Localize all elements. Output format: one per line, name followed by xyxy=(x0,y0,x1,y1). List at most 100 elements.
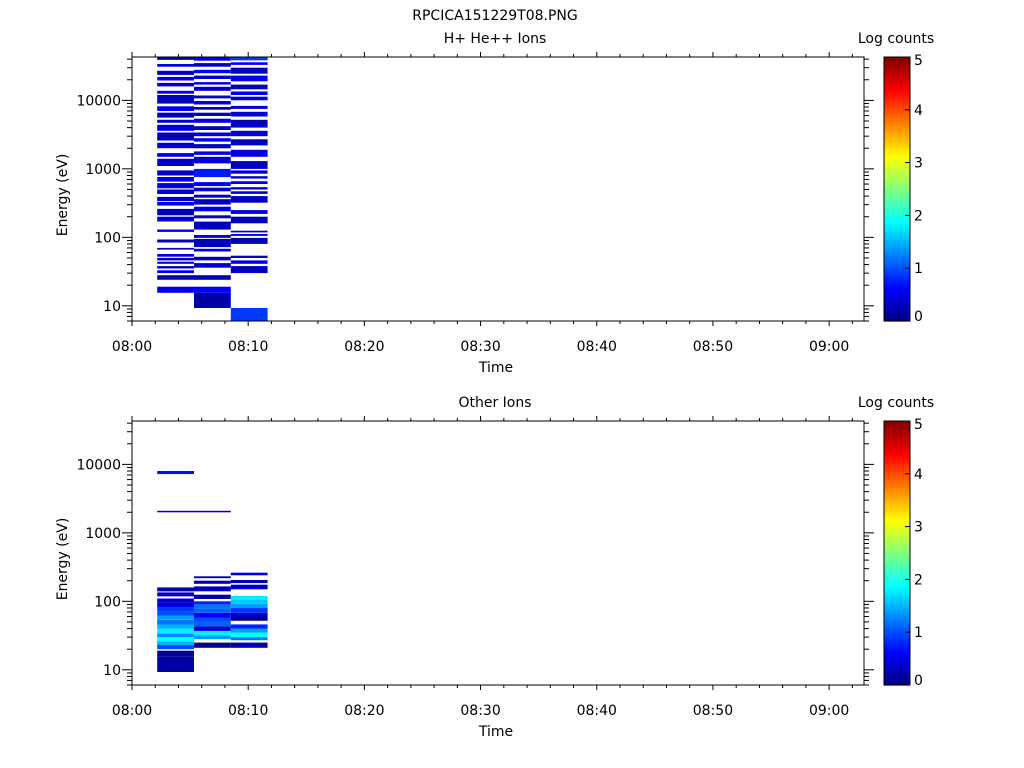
energy-bin xyxy=(157,637,194,642)
colorbar-segment xyxy=(884,181,910,185)
energy-bin xyxy=(157,650,194,657)
energy-bin xyxy=(157,592,194,597)
colorbar-segment xyxy=(884,423,910,427)
colorbar-segment xyxy=(884,59,910,63)
colorbar-segment xyxy=(884,494,910,499)
energy-bin xyxy=(194,112,231,116)
energy-bin xyxy=(194,63,231,67)
energy-bin xyxy=(157,598,194,603)
energy-bin xyxy=(194,576,231,579)
energy-bin xyxy=(157,587,194,592)
colorbar-segment xyxy=(884,241,910,246)
colorbar-segment xyxy=(884,225,910,230)
energy-bin xyxy=(194,256,231,261)
energy-bin xyxy=(230,216,268,224)
colorbar-segment xyxy=(884,603,910,607)
colorbar-segment xyxy=(884,199,910,203)
energy-bin xyxy=(194,630,231,636)
energy-bin xyxy=(194,107,231,110)
colorbar-segment xyxy=(884,436,910,441)
energy-bin xyxy=(157,201,194,206)
colorbar-segment xyxy=(884,133,910,137)
colorbar-segment xyxy=(884,305,910,309)
energy-bin xyxy=(157,170,194,176)
colorbar-segment xyxy=(884,431,910,435)
colorbar-segment xyxy=(884,500,910,504)
y-axis-label: Energy (eV) xyxy=(55,518,71,601)
colorbar-segment xyxy=(884,218,910,222)
colorbar-segment xyxy=(884,508,910,512)
colorbar-segment xyxy=(884,616,910,620)
colorbar-segment xyxy=(884,568,910,573)
colorbar-segment xyxy=(884,550,910,554)
x-tick-label: 08:50 xyxy=(693,703,733,719)
energy-bin xyxy=(230,608,268,613)
energy-bin xyxy=(157,656,194,672)
energy-bin xyxy=(157,153,194,157)
energy-bin xyxy=(157,106,194,111)
energy-bin xyxy=(230,105,268,109)
energy-bin xyxy=(157,257,194,261)
colorbar: 0 1 2 3 4 5 xyxy=(883,53,923,325)
colorbar-segment xyxy=(884,457,910,462)
y-tick-label: 1000 xyxy=(85,526,121,542)
colorbar-segment xyxy=(884,64,910,69)
colorbar-segment xyxy=(884,576,910,580)
colorbar-tick-label: 5 xyxy=(914,53,923,69)
energy-bin xyxy=(157,142,194,149)
colorbar-segment xyxy=(884,439,910,443)
colorbar-segment xyxy=(884,297,910,301)
energy-bin xyxy=(194,86,231,91)
colorbar-segment xyxy=(884,529,910,533)
colorbar-segment xyxy=(884,154,910,158)
energy-bin xyxy=(194,221,231,230)
energy-bin xyxy=(230,196,268,203)
colorbar-segment xyxy=(884,130,910,135)
colorbar-tick-label: 2 xyxy=(914,572,923,588)
colorbar-segment xyxy=(884,255,910,259)
energy-bin xyxy=(194,586,231,592)
colorbar-segment xyxy=(884,93,910,98)
x-tick-label: 08:30 xyxy=(460,339,500,355)
colorbar-segment xyxy=(884,196,910,201)
energy-bin xyxy=(157,286,194,293)
energy-bin xyxy=(194,126,231,130)
colorbar-segment xyxy=(884,661,910,665)
colorbar-segment xyxy=(884,236,910,240)
colorbar-segment xyxy=(884,481,910,485)
energy-bin xyxy=(230,616,268,621)
colorbar-segment xyxy=(884,621,910,625)
energy-bin xyxy=(157,611,194,616)
energy-bin xyxy=(157,266,194,269)
colorbar-segment xyxy=(884,653,910,657)
colorbar-segment xyxy=(884,468,910,472)
energy-bin xyxy=(157,275,194,280)
colorbar-segment xyxy=(884,286,910,290)
colorbar-segment xyxy=(884,600,910,604)
x-tick-label: 08:20 xyxy=(344,703,384,719)
energy-bin xyxy=(157,624,194,629)
colorbar-segment xyxy=(884,592,910,596)
energy-bin xyxy=(194,75,231,79)
energy-bin xyxy=(230,628,268,633)
colorbar-segment xyxy=(884,611,910,615)
colorbar-segment xyxy=(884,595,910,599)
energy-bin xyxy=(194,138,231,142)
colorbar-segment xyxy=(884,502,910,507)
colorbar-frame xyxy=(883,56,911,322)
energy-bin xyxy=(194,95,231,99)
energy-bin xyxy=(194,194,231,198)
y-tick-label: 1000 xyxy=(85,162,121,178)
x-axis-label: Time xyxy=(478,724,513,740)
colorbar-segment xyxy=(884,428,910,433)
energy-bin xyxy=(194,118,231,123)
energy-bin xyxy=(194,235,231,238)
energy-bin xyxy=(194,617,231,622)
colorbar-segment xyxy=(884,101,910,106)
energy-bin xyxy=(194,263,231,268)
energy-bin xyxy=(194,248,231,252)
colorbar-segment xyxy=(884,165,910,169)
energy-bin xyxy=(194,601,231,605)
colorbar-segment xyxy=(884,175,910,180)
colorbar-segment xyxy=(884,228,910,232)
